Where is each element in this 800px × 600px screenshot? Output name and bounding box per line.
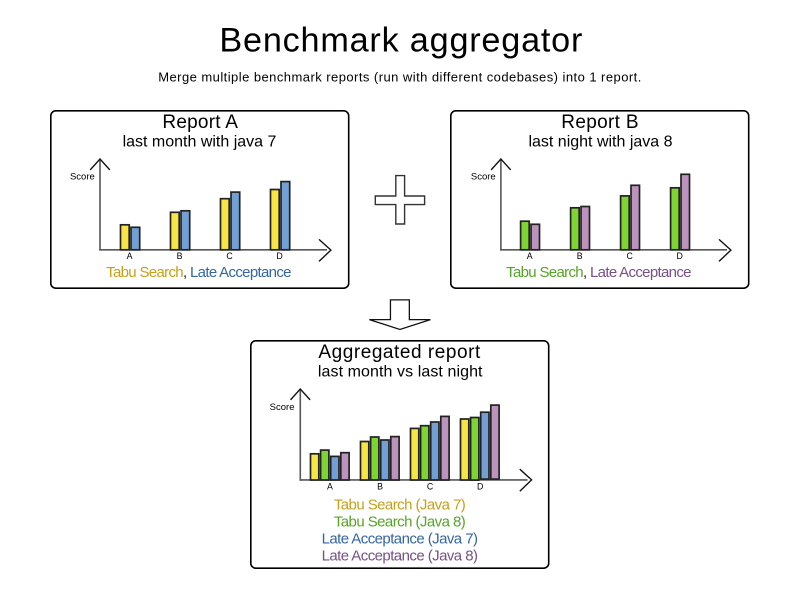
svg-text:Late Acceptance (Java 7): Late Acceptance (Java 7) (322, 531, 478, 548)
svg-text:Score: Score (471, 171, 496, 182)
svg-text:Report B: Report B (561, 112, 639, 133)
svg-text:A: A (327, 481, 333, 491)
svg-text:C: C (427, 481, 434, 491)
svg-text:Aggregated report: Aggregated report (318, 342, 481, 363)
svg-text:D: D (276, 251, 282, 261)
svg-text:A: A (527, 251, 533, 261)
svg-text:D: D (477, 481, 483, 491)
svg-text:last night with java 8: last night with java 8 (528, 134, 672, 151)
svg-text:B: B (177, 251, 183, 261)
svg-text:last month with java 7: last month with java 7 (123, 134, 277, 151)
svg-text:Merge multiple benchmark repor: Merge multiple benchmark reports (run wi… (158, 70, 642, 85)
svg-text:Score: Score (270, 402, 295, 413)
svg-text:B: B (577, 251, 583, 261)
svg-text:D: D (677, 251, 683, 261)
svg-text:Tabu Search, Late Acceptance: Tabu Search, Late Acceptance (506, 264, 691, 281)
svg-text:A: A (127, 251, 133, 261)
svg-text:last month vs last night: last month vs last night (318, 363, 483, 380)
svg-text:Late Acceptance (Java 8): Late Acceptance (Java 8) (322, 548, 478, 565)
svg-text:Benchmark aggregator: Benchmark aggregator (219, 22, 583, 60)
svg-text:B: B (377, 481, 383, 491)
svg-text:Tabu Search (Java 7): Tabu Search (Java 7) (334, 497, 466, 514)
svg-text:Tabu Search (Java 8): Tabu Search (Java 8) (334, 514, 466, 531)
svg-text:Report A: Report A (162, 112, 238, 133)
svg-text:C: C (627, 251, 634, 261)
svg-text:Score: Score (70, 171, 95, 182)
svg-text:C: C (226, 251, 233, 261)
svg-text:Tabu Search, Late Acceptance: Tabu Search, Late Acceptance (106, 264, 291, 281)
